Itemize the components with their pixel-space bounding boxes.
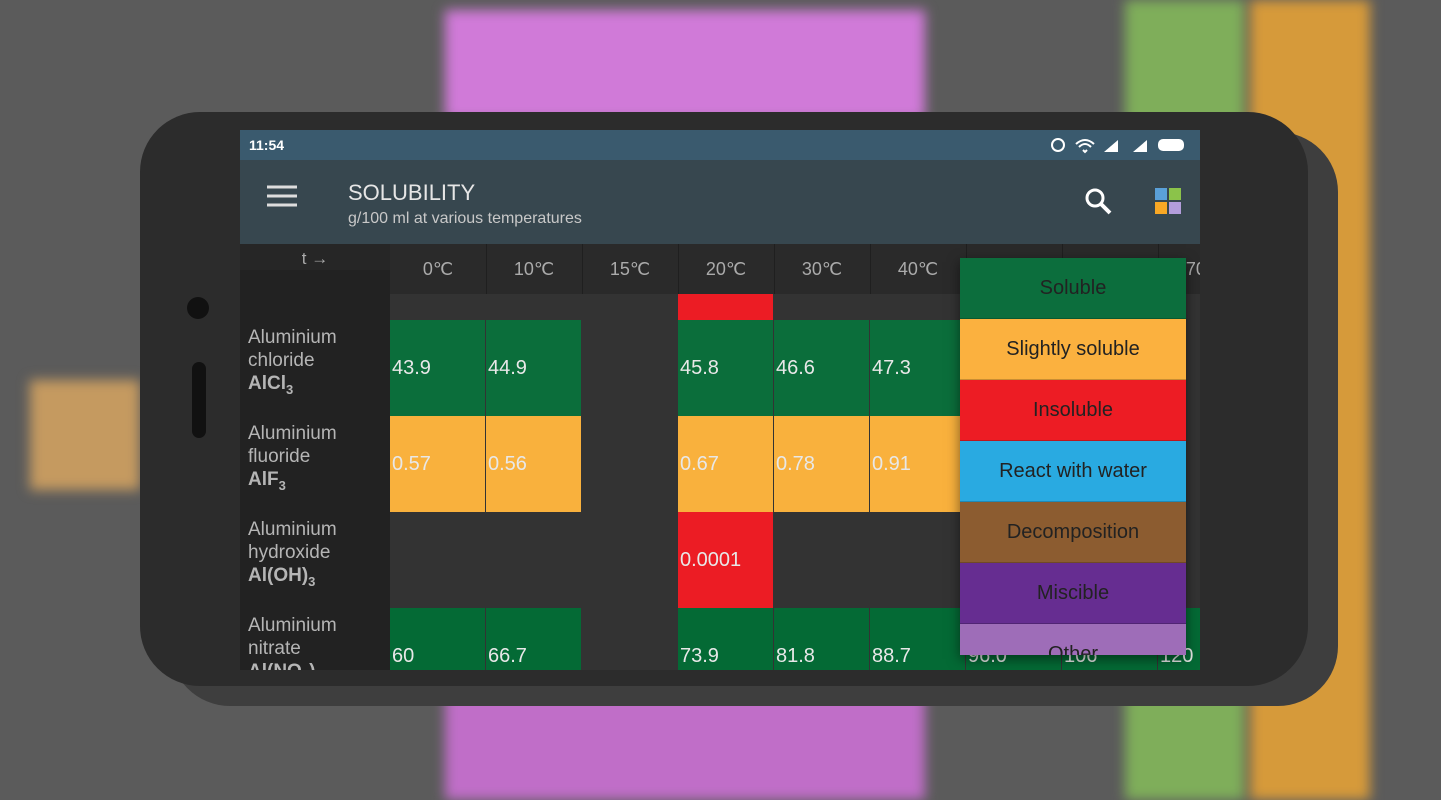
column-header: 70℃ [1158, 244, 1200, 294]
formula-part: Al(NO [248, 661, 302, 670]
column-header: 0℃ [390, 244, 487, 294]
cell: 0.67 [678, 416, 773, 512]
cell [582, 320, 677, 416]
search-button[interactable] [1084, 187, 1114, 217]
cell: 45.8 [678, 320, 773, 416]
cell: 88.7 [870, 608, 965, 670]
app-subtitle: g/100 ml at various temperatures [348, 210, 582, 227]
legend-item[interactable]: Slightly soluble [960, 319, 1186, 380]
menu-button[interactable] [266, 184, 298, 208]
clock: 11:54 [249, 137, 285, 153]
formula-part: Al(OH) [248, 565, 309, 586]
legend-item[interactable]: Other [960, 624, 1186, 655]
legend-item[interactable]: Miscible [960, 563, 1186, 624]
legend-item[interactable]: React with water [960, 441, 1186, 502]
cell [582, 416, 677, 512]
camera [187, 297, 209, 319]
substance-name: Aluminium chloride [248, 327, 337, 371]
legend-item[interactable]: Soluble [960, 258, 1186, 319]
cell: 60 [390, 608, 485, 670]
corner-label: t → [301, 249, 329, 268]
cell [870, 512, 965, 608]
column-header: 40℃ [870, 244, 967, 294]
cell: 44.9 [486, 320, 581, 416]
column-header: 10℃ [486, 244, 583, 294]
row-name-cell: Aluminium hydroxide Al(OH)3 [240, 512, 390, 608]
cell: 81.8 [774, 608, 869, 670]
formula-part: 3 [308, 573, 316, 589]
cell [390, 512, 485, 608]
background-blocks [30, 380, 140, 490]
legend-item[interactable]: Decomposition [960, 502, 1186, 563]
status-icons [1051, 138, 1184, 154]
cell [582, 512, 677, 608]
cell [582, 608, 677, 670]
formula-part: 3 [286, 381, 294, 397]
cell: 47.3 [870, 320, 965, 416]
formula: AlCl3 [248, 372, 390, 401]
cell: 43.9 [390, 320, 485, 416]
formula: Al(OH)3 [248, 564, 390, 593]
column-header: 15℃ [582, 244, 679, 294]
formula-part: AlCl [248, 373, 286, 394]
substance-name: Aluminium hydroxide [248, 519, 337, 563]
cell: 0.78 [774, 416, 869, 512]
formula: AlF3 [248, 468, 390, 497]
column-header: 30℃ [774, 244, 871, 294]
substance-name: Aluminium nitrate [248, 615, 337, 659]
status-bar: 11:54 [240, 130, 1200, 160]
background-blocks [445, 690, 925, 800]
cell: 0.56 [486, 416, 581, 512]
speaker [192, 362, 206, 438]
column-header: 20℃ [678, 244, 775, 294]
row-name-cell: Aluminium fluoride AlF3 [240, 416, 390, 512]
formula-part: ) [309, 661, 315, 670]
legend-popup: Soluble Slightly soluble Insoluble React wi… [960, 258, 1186, 655]
substance-name: Aluminium fluoride [248, 423, 337, 467]
cell: 66.7 [486, 608, 581, 670]
legend-button[interactable] [1154, 187, 1184, 217]
cell [774, 512, 869, 608]
formula: Al(NO3)3 [248, 660, 390, 670]
cell: 0.91 [870, 416, 965, 512]
row-name-cell: Aluminium nitrateAl(NO3)3 [240, 608, 390, 670]
cell: 0.57 [390, 416, 485, 512]
legend-item[interactable]: Insoluble [960, 380, 1186, 441]
app-bar: SOLUBILITY g/100 ml at various temperatu… [240, 160, 1200, 244]
app-title: SOLUBILITY [348, 180, 476, 205]
cell: 46.6 [774, 320, 869, 416]
background-blocks [445, 10, 925, 120]
row-name-cell: Aluminium chloride AlCl3 [240, 320, 390, 416]
screen: 11:54 SOLUBILITY g/100 ml at various tem… [240, 130, 1200, 670]
cell [486, 512, 581, 608]
formula-part: 3 [278, 477, 286, 493]
cell: 0.0001 [678, 512, 773, 608]
cell: 73.9 [678, 608, 773, 670]
formula-part: AlF [248, 469, 279, 490]
